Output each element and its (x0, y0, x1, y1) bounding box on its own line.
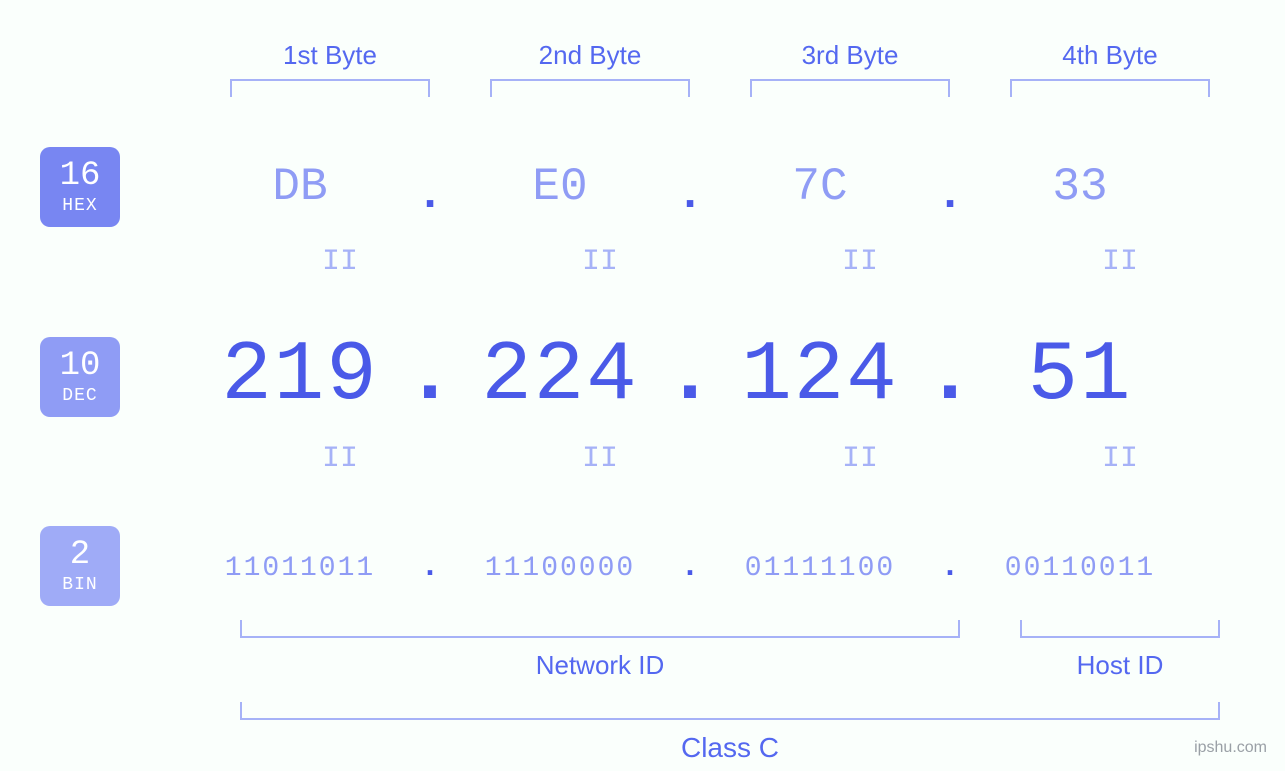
hex-values: DB . E0 . 7C . 33 (200, 161, 1180, 213)
bin-base-label: BIN (62, 576, 97, 594)
hex-byte-3: 7C (720, 161, 920, 213)
dec-values: 219 . 224 . 124 . 51 (200, 329, 1180, 424)
byte-header-1: 1st Byte (200, 40, 460, 71)
host-id-bracket (1020, 620, 1220, 638)
hex-byte-1: DB (200, 161, 400, 213)
equals-2: II (500, 245, 700, 279)
bin-badge: 2 BIN (40, 526, 120, 606)
class-label: Class C (240, 732, 1220, 766)
bin-row: 2 BIN 11011011 . 11100000 . 01111100 . 0… (40, 526, 1240, 606)
hex-row: 16 HEX DB . E0 . 7C . 33 (40, 147, 1240, 227)
class-bracket (240, 702, 1220, 720)
dec-byte-3: 124 (720, 329, 920, 424)
equals-6: II (500, 442, 700, 476)
byte-bracket-3 (750, 79, 950, 97)
dec-sep-3: . (920, 329, 980, 424)
byte-header-3: 3rd Byte (720, 40, 980, 71)
equals-5: II (240, 442, 440, 476)
bin-sep-3: . (920, 548, 980, 585)
equals-1: II (240, 245, 440, 279)
hex-badge: 16 HEX (40, 147, 120, 227)
dec-byte-2: 224 (460, 329, 660, 424)
hex-byte-4: 33 (980, 161, 1180, 213)
equals-3: II (760, 245, 960, 279)
byte-bracket-1 (230, 79, 430, 97)
byte-header-2: 2nd Byte (460, 40, 720, 71)
class-bracket-wrap (240, 702, 1240, 722)
equals-7: II (760, 442, 960, 476)
bin-sep-1: . (400, 548, 460, 585)
dec-byte-1: 219 (200, 329, 400, 424)
hex-byte-2: E0 (460, 161, 660, 213)
dec-sep-2: . (660, 329, 720, 424)
bin-sep-2: . (660, 548, 720, 585)
hex-sep-3: . (920, 169, 980, 221)
dec-byte-4: 51 (980, 329, 1180, 424)
host-id-label: Host ID (1020, 650, 1220, 681)
network-host-brackets (240, 620, 1240, 640)
hex-sep-2: . (660, 169, 720, 221)
byte-bracket-2 (490, 79, 690, 97)
network-id-label: Network ID (240, 650, 960, 681)
bin-byte-3: 01111100 (720, 553, 920, 584)
equals-8: II (1020, 442, 1220, 476)
hex-base-label: HEX (62, 197, 97, 215)
byte-bracket-4 (1010, 79, 1210, 97)
bin-values: 11011011 . 11100000 . 01111100 . 0011001… (200, 548, 1180, 585)
dec-badge: 10 DEC (40, 337, 120, 417)
top-brackets-row (200, 79, 1240, 97)
equals-row-dec-bin: II II II II (240, 442, 1240, 476)
hex-sep-1: . (400, 169, 460, 221)
dec-row: 10 DEC 219 . 224 . 124 . 51 (40, 329, 1240, 424)
dec-sep-1: . (400, 329, 460, 424)
network-host-labels: Network ID Host ID (240, 650, 1240, 684)
equals-row-hex-dec: II II II II (240, 245, 1240, 279)
dec-base-label: DEC (62, 387, 97, 405)
hex-base-number: 16 (60, 159, 101, 193)
byte-headers-row: 1st Byte 2nd Byte 3rd Byte 4th Byte (200, 40, 1240, 71)
dec-base-number: 10 (60, 349, 101, 383)
bin-byte-2: 11100000 (460, 553, 660, 584)
equals-4: II (1020, 245, 1220, 279)
bin-byte-1: 11011011 (200, 553, 400, 584)
network-id-bracket (240, 620, 960, 638)
watermark: ipshu.com (1194, 739, 1267, 757)
bin-byte-4: 00110011 (980, 553, 1180, 584)
bin-base-number: 2 (70, 538, 90, 572)
byte-header-4: 4th Byte (980, 40, 1240, 71)
